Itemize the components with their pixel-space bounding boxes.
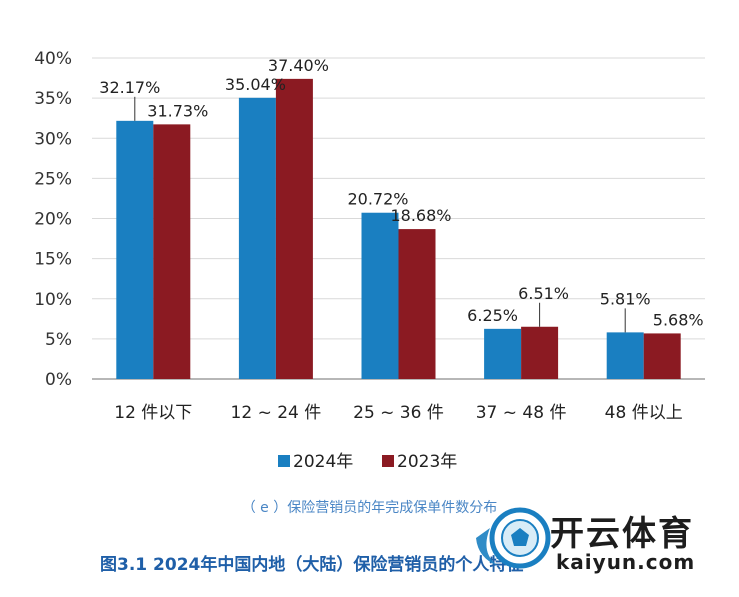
- bar: [153, 124, 191, 379]
- data-label: 5.68%: [653, 310, 704, 329]
- bar: [606, 332, 644, 379]
- data-label: 32.17%: [99, 78, 160, 97]
- bar: [398, 229, 436, 379]
- data-label: 37.40%: [268, 56, 329, 75]
- y-axis-ticks: 0% 5% 10% 15% 20% 25% 30% 35% 40%: [34, 49, 72, 390]
- x-tick-label: 37 ~ 48 件: [476, 403, 567, 423]
- legend-swatch: [278, 455, 290, 467]
- x-tick-label: 25 ~ 36 件: [353, 403, 444, 423]
- x-axis-ticks: 12 件以下 12 ~ 24 件 25 ~ 36 件 37 ~ 48 件 48 件以上: [114, 403, 682, 423]
- bar: [116, 120, 154, 379]
- watermark-text: 开云体育: [550, 514, 694, 554]
- y-tick-label: 35%: [34, 89, 72, 109]
- data-label: 5.81%: [600, 289, 651, 308]
- y-tick-label: 10%: [34, 290, 72, 310]
- chart-subtitle: （ e ）保险营销员的年完成保单件数分布: [241, 500, 498, 516]
- bar: [484, 328, 522, 379]
- data-label: 6.25%: [467, 306, 518, 325]
- bar: [275, 78, 313, 380]
- y-tick-label: 5%: [45, 330, 72, 350]
- x-tick-label: 12 件以下: [114, 403, 192, 423]
- bars: [116, 78, 681, 380]
- data-label: 31.73%: [147, 101, 208, 120]
- ball-logo-icon: [476, 507, 551, 569]
- data-labels: 32.17% 31.73% 35.04%37.40% 20.72%18.68% 6.25…: [99, 56, 704, 333]
- x-tick-label: 12 ~ 24 件: [231, 403, 322, 423]
- y-tick-label: 20%: [34, 210, 72, 230]
- watermark-url: kaiyun.com: [556, 550, 696, 574]
- bar: [521, 326, 559, 379]
- data-label: 35.04%: [225, 75, 286, 94]
- y-tick-label: 25%: [34, 169, 72, 189]
- bar: [643, 333, 681, 379]
- y-tick-label: 15%: [34, 250, 72, 270]
- y-tick-label: 30%: [34, 129, 72, 149]
- y-tick-label: 40%: [34, 49, 72, 69]
- data-label: 20.72%: [347, 190, 408, 209]
- legend: 2024年 2023年: [278, 452, 457, 472]
- watermark: 开云体育 kaiyun.com: [470, 498, 735, 580]
- y-tick-label: 0%: [45, 370, 72, 390]
- figure-title: 图3.1 2024年中国内地（大陆）保险营销员的个人特征: [100, 555, 524, 575]
- data-label: 6.51%: [518, 284, 569, 303]
- bar: [361, 212, 399, 379]
- legend-label: 2024年: [293, 452, 353, 472]
- legend-label: 2023年: [397, 452, 457, 472]
- bar-chart: 0% 5% 10% 15% 20% 25% 30% 35% 40% 32.17% 31.73% 35…: [34, 49, 705, 472]
- legend-swatch: [382, 455, 394, 467]
- data-label: 18.68%: [390, 206, 451, 225]
- x-tick-label: 48 件以上: [605, 403, 683, 423]
- bar: [238, 97, 276, 379]
